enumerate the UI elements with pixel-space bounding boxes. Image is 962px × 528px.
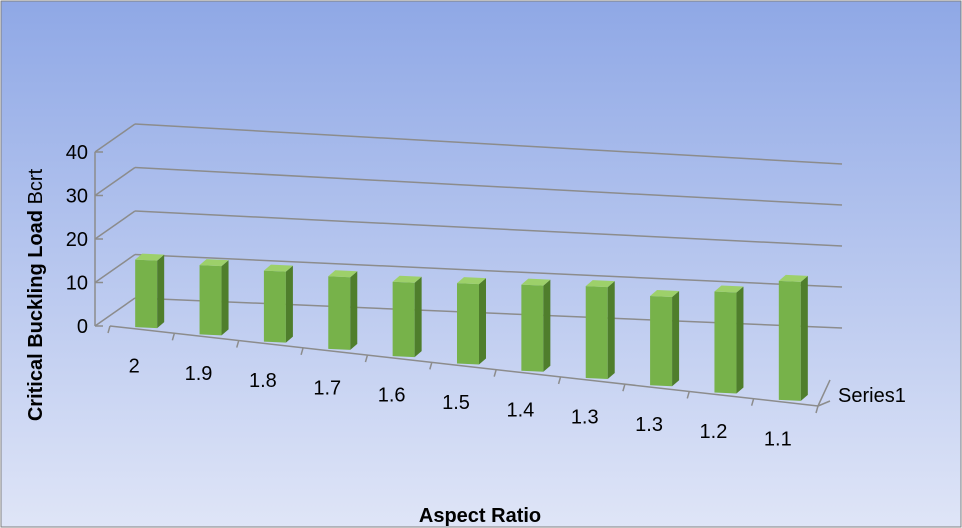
x-tick-label: 1.4: [506, 399, 534, 421]
x-tick-label: 1.8: [249, 370, 277, 392]
bar-front: [650, 296, 673, 387]
x-tick: [557, 376, 562, 385]
bar-front: [392, 281, 415, 358]
bar-top: [650, 290, 680, 298]
bar: [263, 264, 293, 343]
labels: Aspect Ratio Critical Buckling Load Bcrt…: [25, 142, 906, 527]
x-tick: [107, 325, 111, 334]
bar-top: [521, 278, 551, 286]
x-tick-label: 1.6: [378, 385, 406, 407]
bar-side: [350, 271, 358, 350]
x-tick: [686, 391, 690, 399]
bar: [778, 274, 808, 401]
bar-front: [778, 280, 801, 401]
bar-top: [263, 264, 293, 272]
gridline-side: [94, 210, 136, 240]
x-tick: [750, 398, 755, 406]
bar-side: [607, 281, 615, 379]
x-tick-label: 1.3: [635, 414, 663, 436]
bar-side: [800, 275, 808, 401]
bar-front: [135, 259, 158, 329]
gridline: [134, 253, 843, 288]
x-axis-line: [109, 325, 819, 407]
x-tick-label: 1.5: [442, 392, 470, 414]
gridline: [134, 210, 843, 247]
depth-tick: [817, 400, 831, 407]
bar-top: [778, 274, 808, 282]
bar-top: [392, 275, 422, 283]
bar-front: [521, 284, 544, 372]
bar-side: [543, 279, 551, 372]
x-tick-label: 1.1: [764, 428, 792, 450]
bar: [650, 290, 680, 387]
y-tick-label: 30: [66, 186, 88, 208]
x-tick: [171, 333, 176, 341]
gridline: [134, 166, 843, 206]
bar: [328, 270, 358, 350]
bar-top: [457, 277, 486, 285]
bar-side: [157, 254, 165, 329]
bar-side: [672, 291, 680, 387]
x-tick-label: 1.3: [571, 407, 599, 429]
x-tick: [622, 383, 626, 392]
axes: [94, 151, 831, 414]
x-axis-title: Aspect Ratio: [419, 505, 541, 527]
y-tick-label: 0: [77, 316, 88, 338]
bar-top: [585, 280, 615, 288]
bar: [199, 259, 229, 336]
y-axis-title-unit: Bcrt: [25, 168, 47, 210]
gridline-side: [94, 166, 136, 197]
bar-top: [328, 270, 358, 278]
bar-front: [714, 291, 737, 394]
series-axis-label: Series1: [838, 385, 906, 407]
y-axis-title: Critical Buckling Load Bcrt: [25, 168, 47, 421]
bars: [135, 253, 808, 401]
bar-side: [285, 265, 293, 343]
gridline-side: [94, 297, 136, 327]
gridline: [134, 123, 843, 165]
bar-front: [457, 283, 479, 365]
y-tick-label: 20: [66, 229, 88, 251]
y-tick-label: 10: [66, 273, 88, 295]
x-tick: [300, 347, 304, 356]
y-tick-label: 40: [66, 142, 88, 164]
x-tick-label: 1.9: [185, 363, 213, 385]
x-tick: [815, 405, 819, 414]
y-axis-title-bold: Critical Buckling Load: [25, 210, 47, 421]
bar-front: [199, 265, 222, 336]
bar-top: [135, 253, 165, 261]
bar-front: [585, 286, 608, 379]
bar-top: [714, 285, 744, 293]
bar: [714, 285, 744, 394]
bar: [135, 253, 165, 329]
bar-top: [199, 259, 229, 267]
x-tick: [493, 369, 497, 377]
bar-front: [263, 270, 286, 343]
bar-side: [479, 278, 486, 365]
gridline-side: [94, 253, 136, 284]
x-tick-label: 1.2: [700, 421, 728, 443]
bar-side: [736, 286, 744, 394]
x-tick: [364, 354, 369, 363]
bar: [457, 277, 486, 365]
bar: [585, 280, 615, 379]
bar-side: [414, 276, 422, 358]
gridline-side: [94, 123, 136, 153]
bar: [392, 275, 422, 358]
bar: [521, 278, 551, 372]
x-tick-label: 1.7: [313, 377, 341, 399]
x-tick-label: 2: [129, 356, 140, 378]
depth-axis-line: [817, 379, 831, 407]
x-tick: [236, 340, 240, 348]
bar-front: [328, 276, 351, 350]
bar-side: [221, 260, 229, 336]
x-tick: [429, 362, 433, 370]
